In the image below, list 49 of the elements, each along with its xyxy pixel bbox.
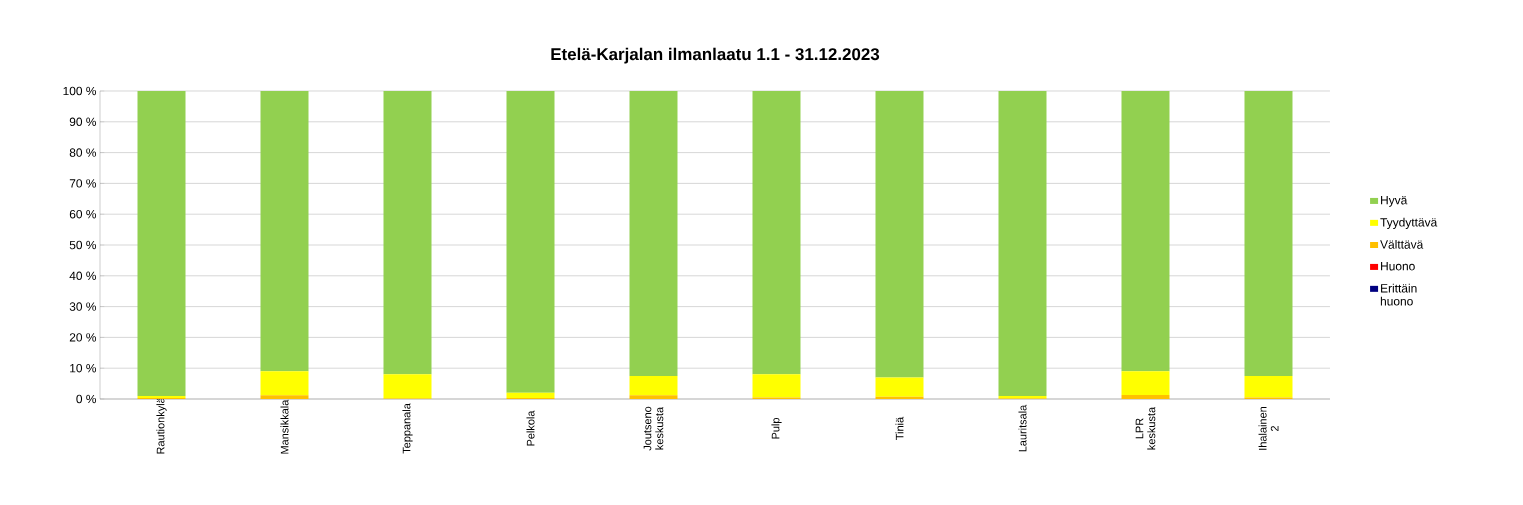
bar <box>506 392 555 399</box>
x-tick-label: Pulp <box>771 418 782 439</box>
bar <box>1244 375 1293 398</box>
y-tick-label: 40 % <box>69 271 97 281</box>
y-tick-label: 60 % <box>69 209 97 219</box>
y-tick-label: 70 % <box>69 179 97 188</box>
bar <box>1121 371 1170 395</box>
x-tick-label: Joutseno keskusta <box>643 406 664 451</box>
y-tick-label: 90 % <box>69 117 97 127</box>
bar <box>629 395 678 399</box>
bar <box>1121 395 1170 399</box>
bar <box>260 395 309 399</box>
bar <box>629 375 678 396</box>
bar <box>752 91 801 375</box>
bar <box>875 396 924 399</box>
bar <box>629 91 678 376</box>
x-tick-label: Ihalainen 2 <box>1258 407 1279 450</box>
y-tick-label: 30 % <box>69 302 97 311</box>
x-tick-label: Rautionkylä <box>156 397 167 454</box>
y-tick-label: 50 % <box>69 240 97 250</box>
legend-label: Huono <box>1381 262 1415 271</box>
x-tick-label: Mansikkala <box>280 399 289 454</box>
x-tick-label: Pelkola <box>526 410 535 446</box>
bar <box>383 374 432 399</box>
bar <box>875 377 924 397</box>
y-tick-label: 20 % <box>69 333 97 342</box>
x-tick-label: LPR keskusta <box>1135 406 1156 450</box>
y-tick-label: 100 % <box>63 86 97 96</box>
bar <box>506 91 555 393</box>
legend-label: Erittäin huono <box>1380 283 1417 306</box>
legend-label: Välttävä <box>1380 239 1424 249</box>
bar <box>998 91 1047 396</box>
y-tick-label: 80 % <box>69 148 97 157</box>
y-tick-label: 0 % <box>76 394 97 404</box>
legend-label: Tyydyttävä <box>1380 217 1438 229</box>
chart-title: Etelä-Karjalan ilmanlaatu 1.1 - 31.12.2023 <box>551 47 880 64</box>
bar <box>1244 91 1293 376</box>
x-tick-label: Tiniä <box>895 416 904 440</box>
bar <box>137 91 186 396</box>
legend-label: Hyvä <box>1381 196 1408 207</box>
bar <box>383 91 432 375</box>
bar <box>752 374 801 398</box>
y-tick-label: 10 % <box>70 363 97 373</box>
bar <box>260 91 309 372</box>
bar <box>1121 91 1170 372</box>
x-tick-label: Teppanala <box>402 403 413 454</box>
x-tick-label: Lauritsala <box>1018 404 1027 452</box>
bar <box>875 91 924 378</box>
bar <box>260 371 309 396</box>
